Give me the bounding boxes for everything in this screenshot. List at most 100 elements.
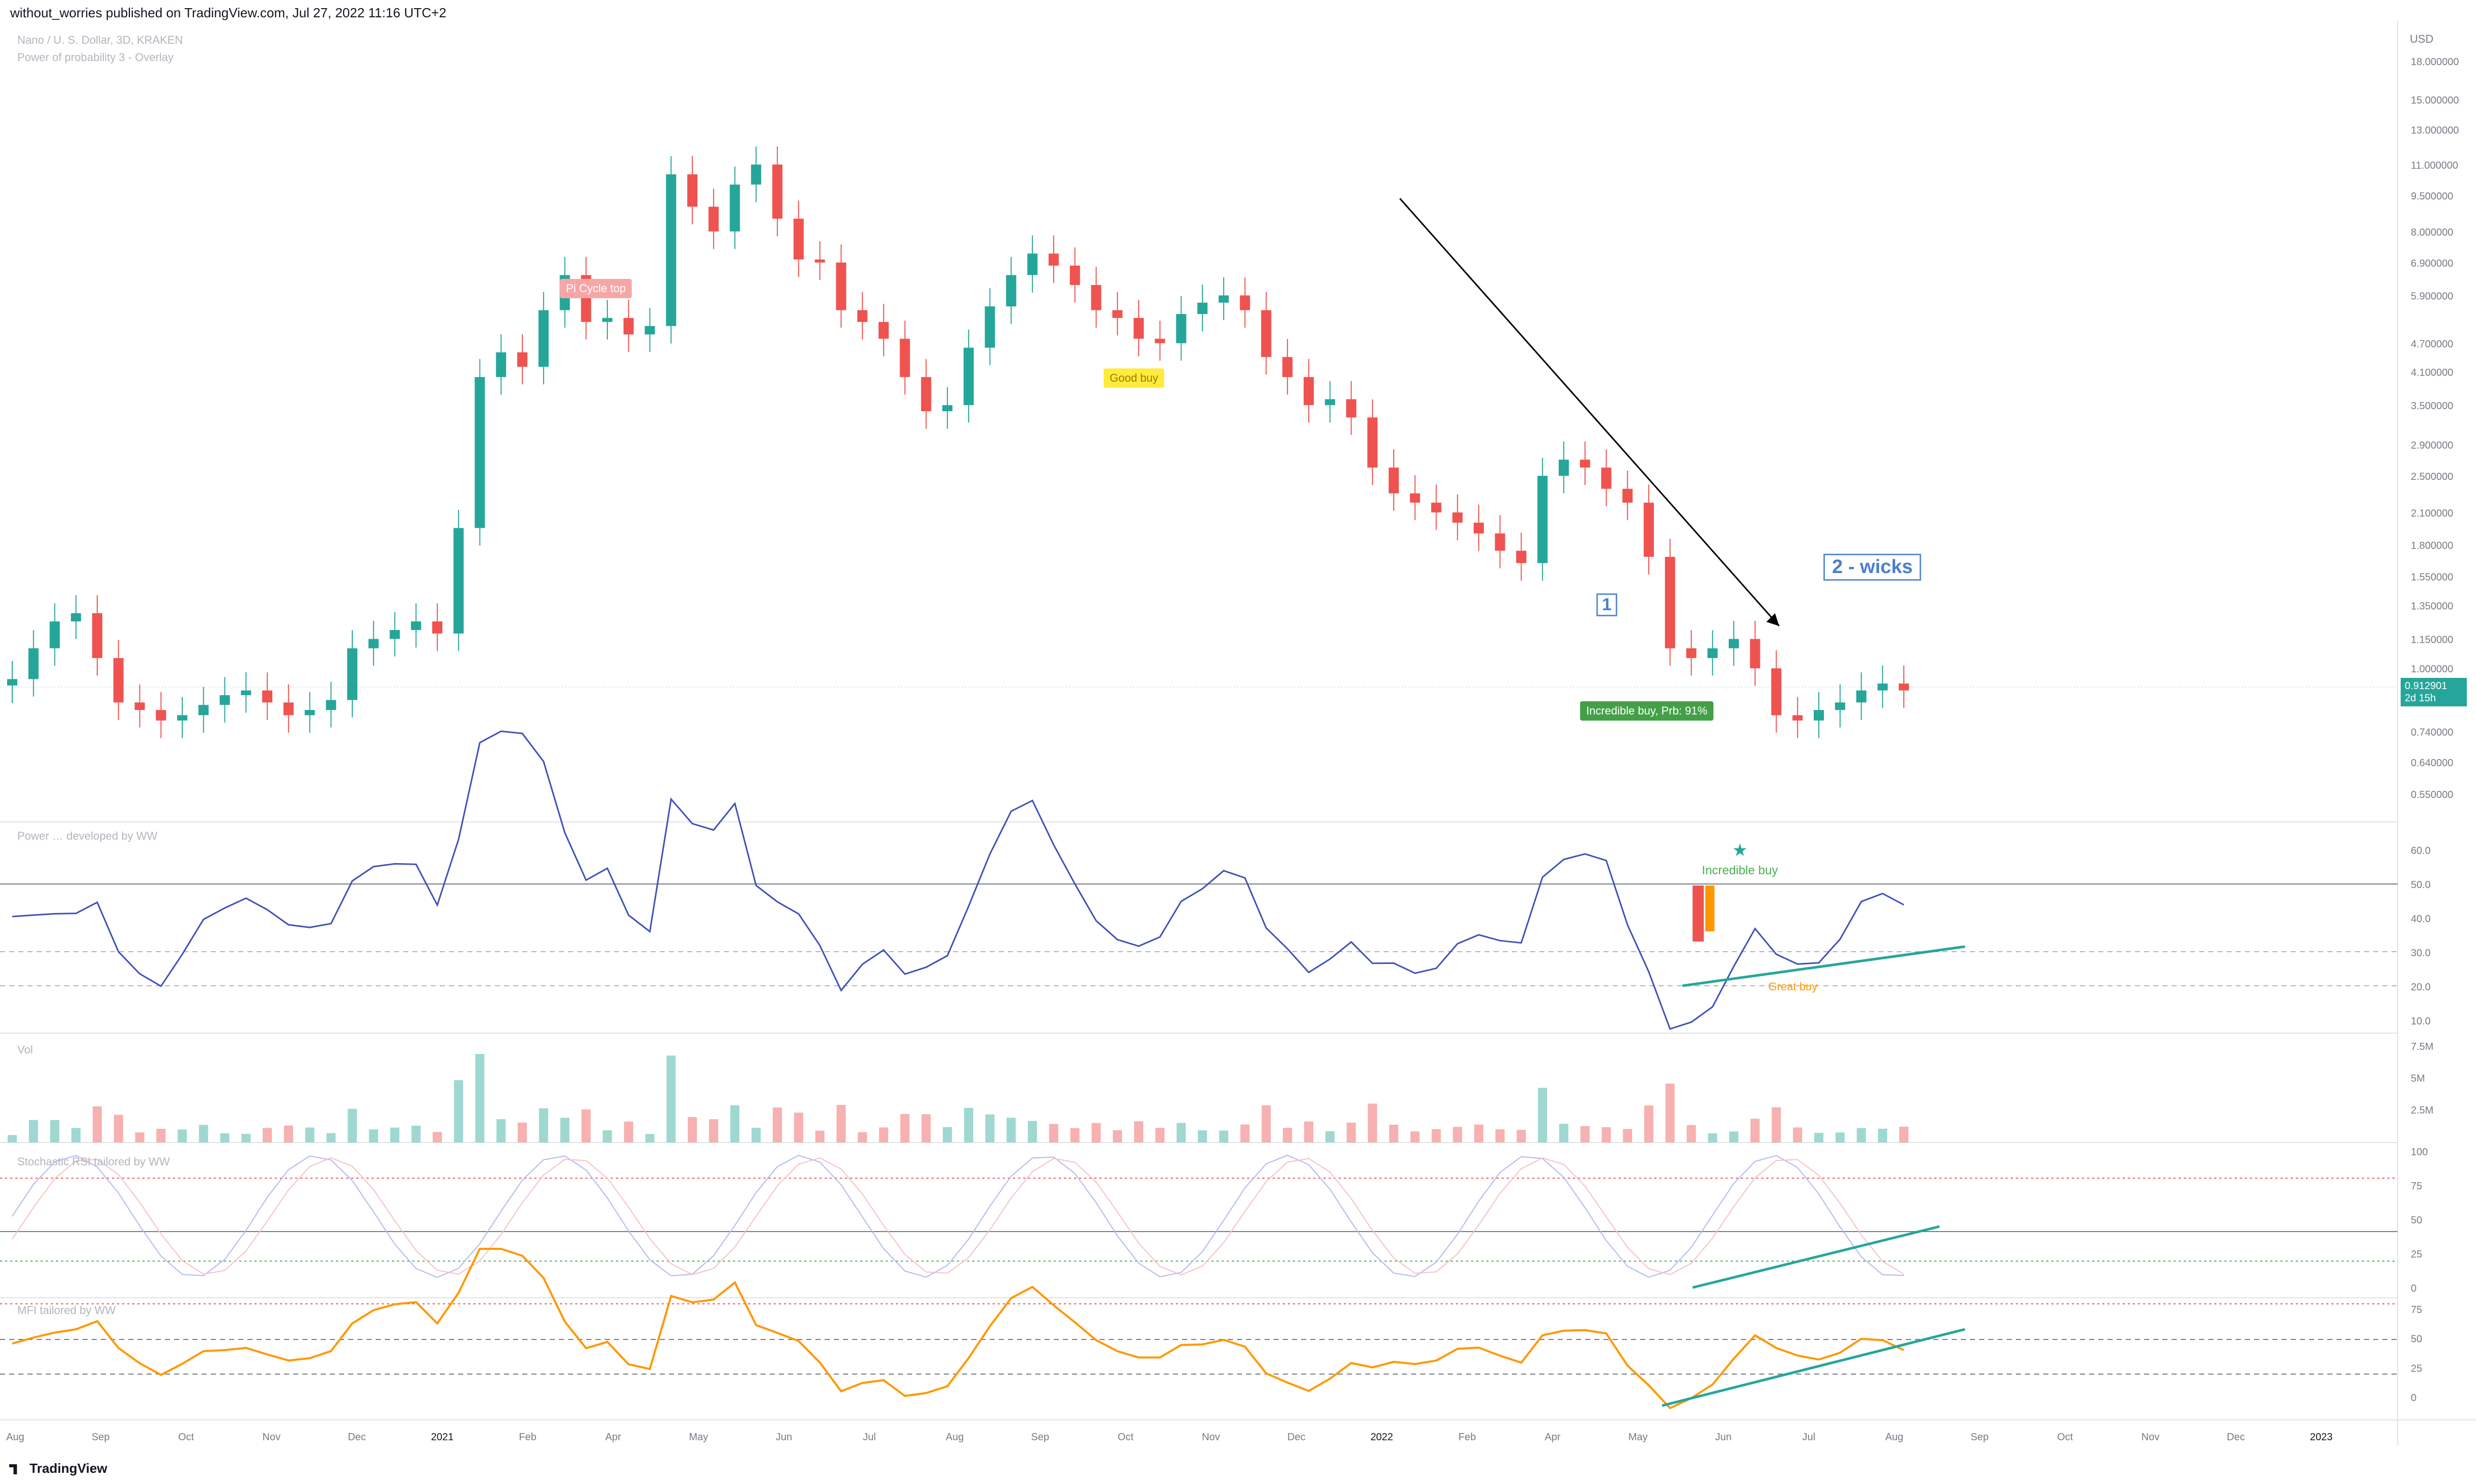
candle-body <box>708 207 719 232</box>
price-axis[interactable]: 18.000000 15.000000 13.000000 11.000000 9.50… <box>2411 56 2459 1404</box>
mfi-tick-label: 50 <box>2411 1334 2422 1345</box>
candle-body <box>1622 489 1633 503</box>
volume-bar <box>751 1128 761 1143</box>
price-tick-label: 0.550000 <box>2411 789 2453 801</box>
candle-body <box>644 326 655 335</box>
time-tick-label: Dec <box>348 1432 366 1443</box>
volume-bar <box>666 1055 676 1143</box>
volume-bar <box>624 1121 633 1143</box>
candle-body <box>262 690 273 703</box>
time-tick-label: Jun <box>776 1432 792 1443</box>
volume-bar <box>879 1127 888 1143</box>
pi-cycle-top-label[interactable]: Pi Cycle top <box>560 279 632 298</box>
volume-bar <box>411 1126 421 1143</box>
candle-body <box>1601 467 1612 489</box>
candle-body <box>326 700 336 710</box>
price-tick-label: 13.000000 <box>2411 125 2459 136</box>
time-tick-label: Sep <box>1971 1432 1989 1443</box>
volume-bar <box>900 1114 910 1143</box>
volume-bar <box>1219 1130 1228 1143</box>
price-tick-label: 1.150000 <box>2411 635 2453 646</box>
countdown-value: 2d 15h <box>2405 693 2436 704</box>
good-buy-label[interactable]: Good buy <box>1104 368 1165 388</box>
volume-bar <box>1283 1128 1292 1143</box>
volume-bar <box>1878 1128 1888 1143</box>
candle-body <box>793 218 804 260</box>
candle-body <box>113 658 124 703</box>
volume-bar <box>1304 1121 1313 1143</box>
candle-body <box>1367 417 1378 468</box>
candle-body <box>283 702 294 716</box>
wave-label-1[interactable]: 1 <box>1596 593 1617 616</box>
price-tick-label: 4.100000 <box>2411 367 2453 379</box>
two-wicks-label[interactable]: 2 - wicks <box>1823 554 1922 581</box>
candle-body <box>538 310 549 367</box>
trend-arrow-head <box>1766 613 1779 626</box>
volume-bar <box>1325 1131 1335 1143</box>
mfi-trendline <box>1662 1328 1965 1407</box>
candle-body <box>92 613 103 659</box>
tradingview-brand[interactable]: TradingView <box>9 1461 107 1476</box>
volume-bar <box>326 1133 336 1143</box>
price-tick-label: 2.500000 <box>2411 471 2453 482</box>
volume-bar <box>1049 1124 1058 1143</box>
volume-bar <box>1644 1105 1653 1143</box>
incredible-buy-bar-red <box>1693 886 1704 941</box>
time-tick-label: Sep <box>92 1432 110 1443</box>
volume-bar <box>1389 1125 1398 1143</box>
symbol-legend[interactable]: Nano / U. S. Dollar, 3D, KRAKEN <box>17 34 183 46</box>
candle-body <box>1176 314 1187 344</box>
volume-bar <box>1410 1131 1420 1143</box>
time-tick-label: Aug <box>1885 1432 1903 1443</box>
volume-bar <box>1665 1083 1675 1143</box>
power-tick-label: 30.0 <box>2411 948 2431 959</box>
power-line <box>12 730 1904 1030</box>
price-tick-label: 11.000000 <box>2411 160 2458 171</box>
candle-body <box>1006 275 1017 307</box>
time-tick-label: Apr <box>1544 1432 1560 1443</box>
incredible-buy-label[interactable]: Incredible buy, Prb: 91% <box>1580 701 1714 721</box>
power-tick-label: 50.0 <box>2411 879 2431 891</box>
volume-bar <box>560 1118 570 1143</box>
candle-body <box>71 613 81 622</box>
volume-bar <box>1538 1088 1548 1143</box>
volume-bar <box>964 1107 973 1143</box>
volume-bar <box>581 1109 591 1143</box>
candle-body <box>1537 475 1548 563</box>
time-tick-label: 2021 <box>431 1432 454 1443</box>
candle-body <box>1835 702 1845 710</box>
candle-body <box>432 621 443 634</box>
volume-bar <box>1346 1122 1356 1143</box>
volume-bar <box>1198 1130 1207 1143</box>
volume-bar <box>390 1127 400 1143</box>
price-tick-label: 8.000000 <box>2411 227 2453 238</box>
time-tick-label: Feb <box>519 1432 536 1443</box>
volume-bar <box>773 1107 782 1143</box>
indicator-legend[interactable]: Power of probability 3 - Overlay <box>17 51 174 64</box>
candle-body <box>134 702 145 710</box>
price-tick-label: 3.500000 <box>2411 401 2453 412</box>
price-tick-label: 9.500000 <box>2411 191 2453 202</box>
candle-body <box>1856 690 1867 703</box>
trend-arrow <box>1399 198 1780 626</box>
volume-bar <box>858 1132 867 1143</box>
volume-bar <box>1176 1123 1186 1143</box>
time-tick-label: Dec <box>2227 1432 2245 1443</box>
time-tick-label: May <box>1628 1432 1648 1443</box>
volume-bar <box>730 1105 740 1143</box>
time-axis[interactable]: Aug Sep Oct Nov Dec 2021 Feb Apr May Jun Jul Aug Sep… <box>6 1432 2332 1443</box>
volume-bar <box>305 1127 315 1143</box>
candle-body <box>517 352 528 367</box>
candle-body <box>1495 533 1505 551</box>
candle-body <box>1452 512 1463 523</box>
candle-body <box>751 164 762 185</box>
time-tick-label: Oct <box>2057 1432 2073 1443</box>
volume-bar <box>794 1112 803 1143</box>
candle-body <box>1325 399 1335 406</box>
incredible-buy-small-label: Incredible buy <box>1702 864 1778 877</box>
volume-bar <box>1835 1132 1845 1143</box>
volume-bar <box>93 1106 102 1143</box>
stoch-pane <box>0 1154 2398 1289</box>
volume-bar <box>220 1133 230 1143</box>
